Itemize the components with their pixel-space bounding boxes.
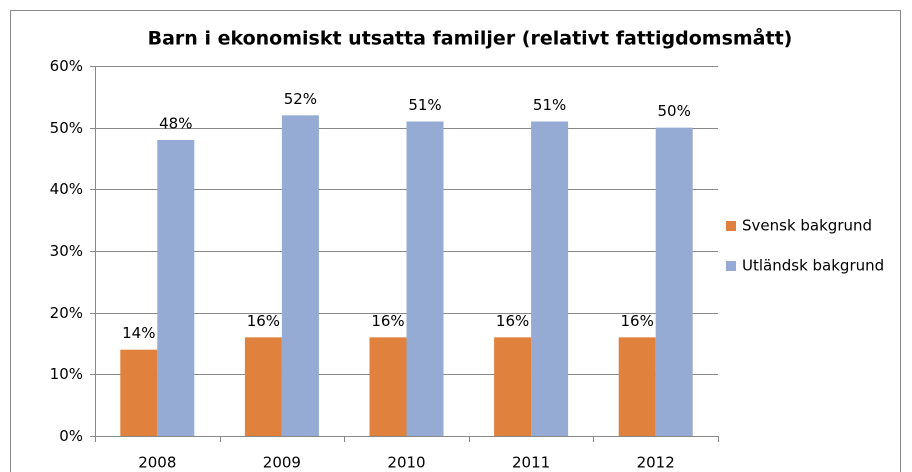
bar bbox=[281, 115, 319, 436]
data-label: 51% bbox=[408, 96, 441, 114]
y-tick-label: 10% bbox=[50, 365, 83, 383]
y-tick-label: 40% bbox=[50, 180, 83, 198]
data-label: 50% bbox=[658, 102, 691, 120]
y-tick-label: 30% bbox=[50, 242, 83, 260]
chart-title: Barn i ekonomiskt utsatta familjer (rela… bbox=[148, 26, 793, 50]
legend-label: Utländsk bakgrund bbox=[742, 257, 884, 275]
data-label: 14% bbox=[122, 324, 155, 342]
x-tick-label: 2010 bbox=[387, 454, 425, 472]
data-label: 16% bbox=[247, 312, 280, 330]
y-tick-label: 50% bbox=[50, 119, 83, 137]
legend-label: Svensk bakgrund bbox=[742, 217, 872, 235]
data-label: 16% bbox=[621, 312, 654, 330]
legend-swatch bbox=[726, 221, 736, 231]
bar bbox=[244, 337, 282, 436]
bar bbox=[618, 337, 656, 436]
legend-swatch bbox=[726, 261, 736, 271]
data-label: 16% bbox=[371, 312, 404, 330]
x-tick-label: 2011 bbox=[512, 454, 550, 472]
bar bbox=[531, 121, 569, 436]
bar bbox=[369, 337, 407, 436]
bar bbox=[494, 337, 532, 436]
bar bbox=[655, 127, 693, 437]
x-tick-label: 2012 bbox=[637, 454, 675, 472]
y-tick-label: 0% bbox=[59, 427, 83, 445]
bar bbox=[406, 121, 444, 436]
x-tick-label: 2008 bbox=[138, 454, 176, 472]
y-tick-label: 20% bbox=[50, 304, 83, 322]
y-tick-label: 60% bbox=[50, 57, 83, 75]
x-tick-label: 2009 bbox=[263, 454, 301, 472]
data-label: 51% bbox=[533, 96, 566, 114]
data-label: 16% bbox=[496, 312, 529, 330]
bar bbox=[120, 349, 158, 436]
bar bbox=[157, 140, 195, 436]
data-label: 48% bbox=[159, 115, 192, 133]
data-label: 52% bbox=[284, 90, 317, 108]
